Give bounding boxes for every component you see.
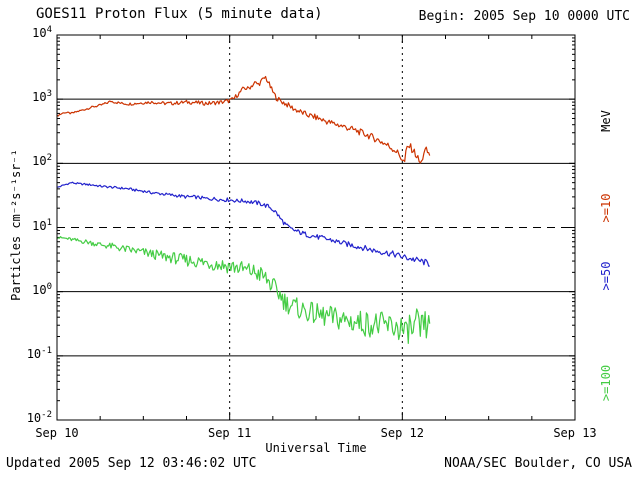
chart-title: GOES11 Proton Flux (5 minute data) xyxy=(36,6,323,22)
x-axis-title: Universal Time xyxy=(265,441,367,455)
y-tick-label: 103 xyxy=(32,89,52,105)
y-tick-label: 101 xyxy=(32,217,52,233)
right-label-ge100: >=100 xyxy=(599,364,613,402)
updated-timestamp: Updated 2005 Sep 12 03:46:02 UTC xyxy=(6,456,257,471)
series-ge50 xyxy=(56,181,430,267)
series-ge10 xyxy=(56,75,431,164)
y-tick-label: 102 xyxy=(32,153,52,169)
x-tick-label: Sep 12 xyxy=(380,426,424,440)
plot-border xyxy=(56,34,576,421)
credit-label: NOAA/SEC Boulder, CO USA xyxy=(444,456,632,471)
y-tick-label: 100 xyxy=(32,281,52,297)
right-label-mev: MeV xyxy=(599,110,613,132)
y-tick-label: 10-1 xyxy=(26,345,52,361)
series-ge100 xyxy=(56,236,431,344)
x-tick-label: Sep 13 xyxy=(553,426,597,440)
y-tick-label: 104 xyxy=(32,25,52,41)
x-tick-label: Sep 11 xyxy=(207,426,252,440)
y-tick-label: 10-2 xyxy=(26,410,52,426)
begin-time-label: Begin: 2005 Sep 10 0000 UTC xyxy=(418,9,630,24)
right-label-ge50: >=50 xyxy=(599,261,613,291)
x-tick-label: Sep 10 xyxy=(35,426,79,440)
